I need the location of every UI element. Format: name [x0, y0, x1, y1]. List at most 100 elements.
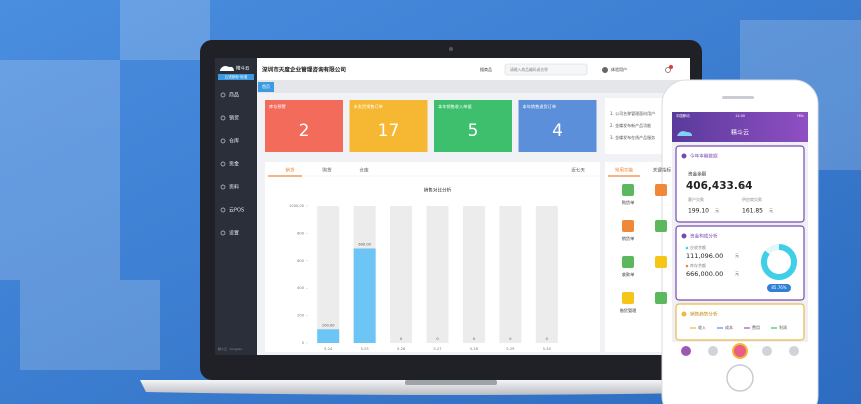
camera [449, 47, 453, 51]
shortcut-icon[interactable] [622, 220, 634, 232]
menu-item[interactable]: 资料 [229, 184, 239, 191]
shortcut-label[interactable]: 购货单 [622, 199, 635, 206]
search-placeholder: 请输入商品编码或名称 [510, 67, 548, 72]
item-value: 161.85 [742, 208, 763, 215]
laptop-notch [405, 380, 497, 385]
tab-icon[interactable] [708, 346, 718, 356]
shortcut-icon[interactable] [622, 256, 634, 268]
x-tick-label: 5-24 [324, 347, 333, 351]
card-label: 库存预警 [269, 103, 287, 110]
user-name[interactable]: 体验用户 [611, 66, 627, 72]
shortcut-tab[interactable]: 常用功能 [615, 167, 634, 174]
notice: 3. 金蝶发布在线产品服务 [610, 134, 655, 140]
shortcut-icon[interactable] [622, 292, 634, 304]
y-tick-label: 400 [297, 286, 305, 290]
item-value: 666,000.00 [686, 270, 723, 278]
x-tick-label: 5-29 [506, 347, 515, 351]
notice: 2. 金蝶发布新产品功能 [610, 122, 651, 128]
card-icon [681, 233, 687, 239]
shortcut-tab[interactable]: 关键指标 [653, 167, 672, 174]
x-tick-label: 5-25 [361, 347, 369, 351]
menu-item[interactable]: 商品 [229, 92, 239, 99]
summary-card[interactable] [434, 100, 512, 152]
value-label: 0 [473, 337, 476, 341]
value-label: 0 [436, 337, 439, 341]
y-tick-label: 800 [297, 231, 305, 235]
card-label: 本年销售收入单据 [438, 103, 472, 110]
bar [353, 248, 376, 343]
chart-tab[interactable]: 仓库 [359, 167, 369, 174]
menu-item[interactable]: 云POS [229, 208, 244, 214]
menu-item[interactable]: 资金 [229, 161, 239, 168]
item-label: 应收余额 [690, 244, 706, 250]
bar-track [317, 206, 340, 343]
value-label: 100.00 [322, 323, 335, 327]
clock: 12:00 [735, 114, 745, 118]
shortcut-icon[interactable] [622, 184, 634, 196]
summary-card[interactable] [349, 100, 428, 152]
legend-label: 利润 [779, 324, 787, 330]
legend-dot [685, 246, 689, 250]
period-select[interactable]: 近七天 [571, 167, 585, 174]
phone-tab-icons [681, 343, 799, 359]
y-tick-label: 200 [297, 314, 305, 318]
card-label: 未发货销售订单 [354, 103, 383, 110]
donut-arc [761, 244, 797, 280]
card-value: 17 [378, 121, 400, 141]
shortcut-icon-partial [655, 220, 667, 232]
tab-bar [257, 80, 690, 93]
legend-label: 成本 [725, 324, 733, 330]
menu-item[interactable]: 设置 [229, 230, 239, 237]
search-box[interactable] [504, 63, 588, 76]
menu-icon [220, 161, 226, 167]
card-icon [681, 153, 687, 159]
carrier: 中国移动 [676, 113, 690, 118]
battery: 76% [796, 114, 804, 118]
brand: 精斗云 [236, 65, 250, 72]
tab-icon[interactable] [681, 346, 691, 356]
card-title: 销售趋势分析 [690, 311, 718, 318]
y-tick-label: 0 [302, 341, 305, 345]
search-scope[interactable]: 搜商品 [480, 66, 492, 72]
share-pill [767, 284, 791, 292]
menu-icon [220, 92, 226, 98]
shortcut-icon-partial [655, 292, 667, 304]
balance-value: 406,433.64 [686, 180, 752, 192]
menu-item[interactable]: 仓库 [229, 138, 239, 145]
card-title: 资金构成分析 [690, 233, 718, 240]
summary-card[interactable] [265, 100, 343, 152]
shortcut-label[interactable]: 收款单 [622, 271, 635, 278]
x-tick-label: 5-26 [397, 347, 406, 351]
card-icon [681, 311, 687, 317]
unit: 元 [769, 208, 773, 213]
menu-item[interactable]: 销货 [229, 115, 239, 122]
summary-card[interactable] [518, 100, 597, 152]
avatar [602, 67, 608, 73]
chart-tab[interactable]: 销货 [285, 167, 295, 174]
tab-icon[interactable] [762, 346, 772, 356]
menu-icon [220, 115, 226, 121]
logo-cloud [220, 66, 234, 71]
phone-header [672, 112, 808, 142]
shortcut-label[interactable]: 销货单 [622, 235, 635, 242]
value-label: 0 [509, 337, 512, 341]
menu-icon [220, 184, 226, 190]
edition-badge [218, 74, 254, 80]
card-label: 本年销售退货订单 [523, 103, 557, 110]
app-title: 精斗云 [731, 129, 749, 137]
chart-tab[interactable]: 购货 [322, 167, 332, 174]
tab-icon[interactable] [789, 346, 799, 356]
shortcut-label[interactable]: 借货管理 [620, 307, 638, 314]
legend-dot [685, 264, 689, 268]
x-tick-label: 5-27 [433, 347, 441, 351]
card-title: 今年本期数据 [690, 153, 718, 160]
summary-card [675, 145, 805, 223]
home-button[interactable] [726, 364, 754, 392]
unit: 元 [735, 253, 739, 258]
chart-title: 销售对比分析 [424, 187, 452, 194]
tab-label[interactable]: 首页 [262, 83, 270, 89]
tab-icon[interactable] [732, 343, 748, 359]
unit: 元 [715, 208, 719, 213]
